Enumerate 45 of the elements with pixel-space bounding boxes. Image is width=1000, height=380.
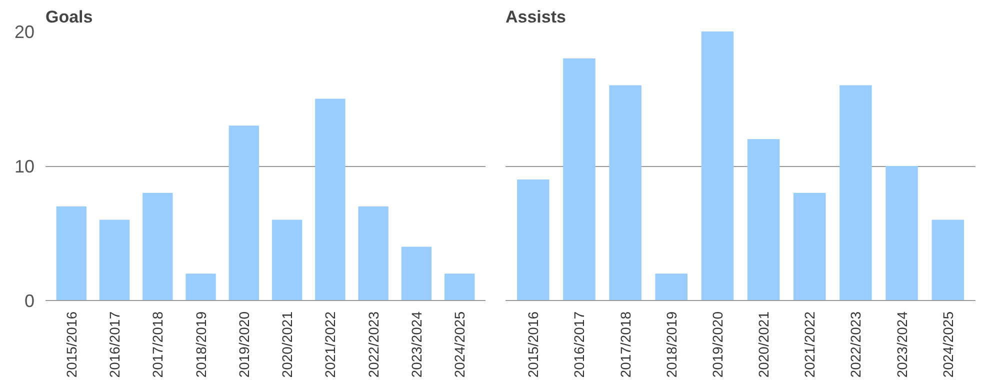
bar <box>186 274 216 300</box>
x-tick-label: 2020/2021 <box>756 311 772 378</box>
x-tick-label: 2021/2022 <box>802 311 818 378</box>
bar <box>793 192 826 300</box>
y-tick-label: 10 <box>14 156 35 176</box>
bar <box>142 192 173 300</box>
bar <box>563 58 596 300</box>
bar <box>358 206 388 300</box>
x-tick-label: 2020/2021 <box>279 311 296 378</box>
bar <box>517 179 550 300</box>
x-tick-label: 2018/2019 <box>663 311 680 378</box>
x-tick-label: 2016/2017 <box>571 311 588 378</box>
x-tick-label: 2021/2022 <box>322 311 338 378</box>
bar <box>56 206 86 300</box>
bar <box>655 274 688 300</box>
bar <box>99 220 130 300</box>
x-tick-label: 2024/2025 <box>940 311 956 378</box>
bar <box>840 85 872 300</box>
x-tick-label: 2022/2023 <box>848 311 864 378</box>
x-tick-label: 2017/2018 <box>150 311 166 378</box>
x-tick-label: 2023/2024 <box>894 311 910 378</box>
bar <box>228 126 260 300</box>
y-tick-label: 0 <box>24 291 35 311</box>
x-tick-label: 2022/2023 <box>365 311 382 378</box>
bar <box>315 98 346 300</box>
x-tick-label: 2023/2024 <box>408 311 424 378</box>
x-tick-label: 2015/2016 <box>525 311 542 378</box>
x-tick-label: 2018/2019 <box>192 311 209 378</box>
bar <box>932 220 964 300</box>
x-tick-label: 2019/2020 <box>709 311 726 378</box>
bar <box>886 166 918 300</box>
bar <box>444 274 475 300</box>
x-tick-label: 2017/2018 <box>617 311 634 378</box>
bar <box>401 246 432 300</box>
chart-title: Goals <box>46 8 93 26</box>
x-tick-label: 2024/2025 <box>452 311 468 378</box>
bar <box>747 139 780 300</box>
bar <box>701 32 734 300</box>
y-tick-label: 20 <box>14 22 35 42</box>
bar <box>609 85 642 300</box>
chart-title: Assists <box>506 8 566 26</box>
x-tick-label: 2015/2016 <box>63 311 80 378</box>
x-tick-label: 2019/2020 <box>236 311 252 378</box>
x-tick-label: 2016/2017 <box>106 311 123 378</box>
bar <box>272 220 302 300</box>
